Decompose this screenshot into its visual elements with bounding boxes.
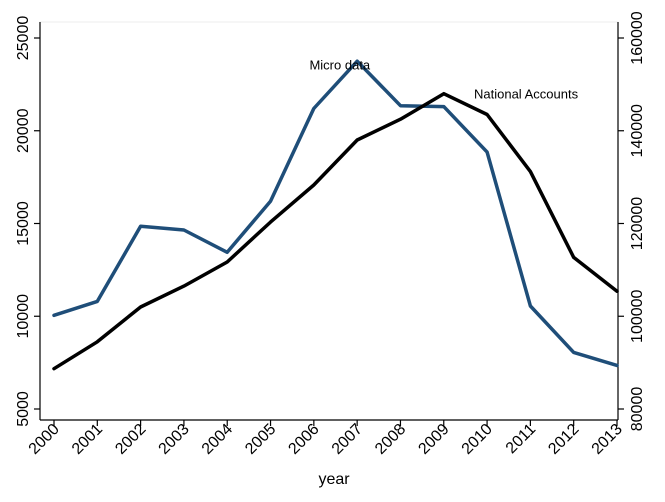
annotation-national-accounts: National Accounts (474, 86, 579, 101)
x-axis-title: year (318, 471, 350, 488)
annotation-micro-data: Micro data (309, 58, 370, 73)
y-right-tick-label: 140000 (629, 104, 646, 157)
series-layer (52, 59, 619, 371)
y-right-tick-label: 160000 (629, 11, 646, 64)
plot-area (39, 21, 619, 421)
annotation-layer: Micro data National Accounts (309, 58, 578, 102)
series-line-national-accounts (52, 91, 619, 371)
y-left-tick-label: 20000 (15, 108, 32, 153)
y-left-tick-label: 25000 (15, 16, 32, 61)
y-right-tick-label: 100000 (629, 289, 646, 342)
y-left-tick-label: 5000 (15, 391, 32, 427)
y-left-tick-label: 10000 (15, 294, 32, 339)
y-right-tick-label: 80000 (629, 387, 646, 432)
y-left-tick-label: 15000 (15, 201, 32, 246)
series-line-micro-data (52, 59, 619, 368)
y-right-tick-label: 120000 (629, 197, 646, 250)
